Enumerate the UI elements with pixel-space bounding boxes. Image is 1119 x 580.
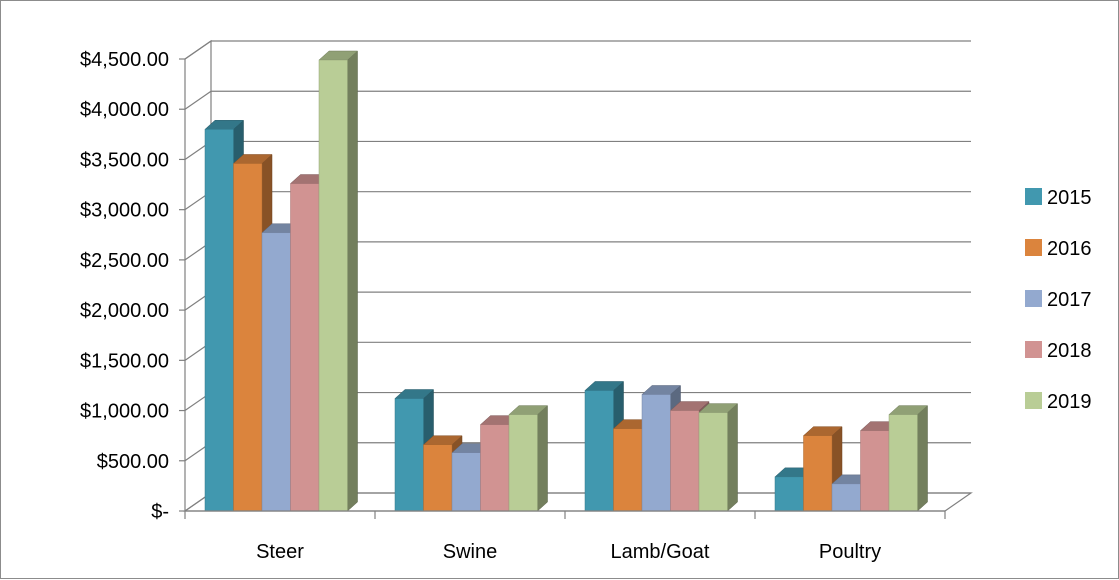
y-tick-label: $3,500.00: [80, 149, 169, 171]
y-axis: $- $500.00 $1,000.00 $1,500.00 $2,000.00 $2,5…: [80, 49, 186, 523]
x-axis: Steer Swine Lamb/Goat Poultry: [184, 510, 946, 563]
y-tick-label: $1,000.00: [80, 401, 169, 423]
x-tick-label: Steer: [256, 541, 304, 563]
y-tick-label: $1,500.00: [80, 350, 169, 372]
legend-label: 2018: [1047, 340, 1092, 362]
bar-poultry-2019: [888, 405, 929, 512]
legend-item-2016: 2016: [1025, 238, 1092, 260]
y-tick-label: $4,500.00: [80, 49, 169, 71]
gridline: [184, 40, 971, 60]
legend-label: 2019: [1047, 391, 1092, 413]
x-tick-label: Lamb/Goat: [611, 541, 710, 563]
bar-steer-2019: [318, 50, 359, 512]
legend-swatch: [1025, 392, 1042, 409]
gridline: [184, 140, 971, 160]
legend-swatch: [1025, 290, 1042, 307]
x-tick-label: Swine: [443, 541, 497, 563]
bars: [204, 50, 929, 512]
legend-swatch: [1025, 239, 1042, 256]
y-tick-label: $-: [151, 501, 169, 523]
legend-item-2017: 2017: [1025, 289, 1092, 311]
y-tick-label: $500.00: [97, 451, 169, 473]
gridline: [184, 90, 971, 110]
legend-swatch: [1025, 188, 1042, 205]
legend-label: 2017: [1047, 289, 1092, 311]
bar-swine-2019: [508, 405, 549, 512]
x-tick-label: Poultry: [819, 541, 881, 563]
bar-lamb-goat-2019: [698, 403, 739, 512]
y-tick-label: $2,500.00: [80, 250, 169, 272]
legend-item-2015: 2015: [1025, 187, 1092, 209]
y-tick-label: $2,000.00: [80, 300, 169, 322]
legend-item-2018: 2018: [1025, 340, 1092, 362]
y-tick-label: $3,000.00: [80, 200, 169, 222]
legend-item-2019: 2019: [1025, 391, 1092, 413]
legend-label: 2016: [1047, 238, 1092, 260]
legend: 2015 2016 2017 2018 2019: [1025, 187, 1092, 413]
legend-swatch: [1025, 341, 1042, 358]
y-tick-label: $4,000.00: [80, 99, 169, 121]
legend-label: 2015: [1047, 187, 1092, 209]
